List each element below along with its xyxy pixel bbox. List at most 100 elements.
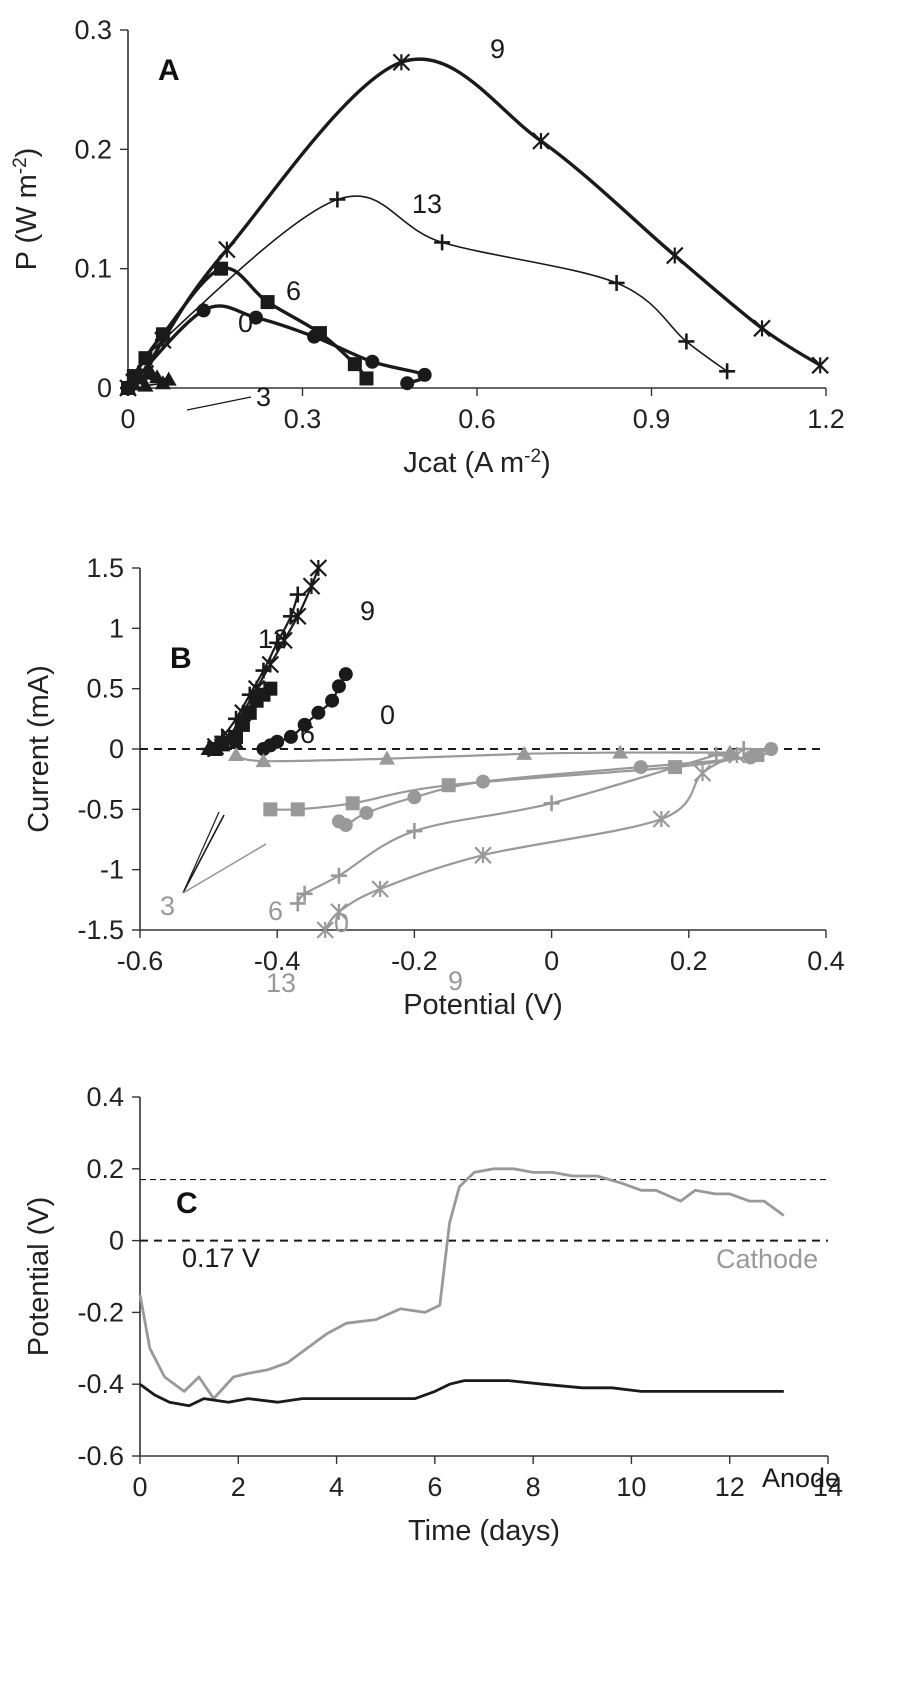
pointer-b-3-black-2 (182, 811, 220, 894)
x-tick-label: 0.2 (670, 946, 708, 976)
point-13 (708, 747, 725, 764)
pointer-a-3 (186, 396, 252, 411)
panel-b: -0.6 -0.4 -0.2 0 0.2 0.4 -1.5 -1 -0.5 0 0.5 1 1.5 Pot… (23, 553, 845, 1021)
point-3 (137, 377, 154, 392)
point-0 (417, 367, 432, 382)
point-0 (331, 814, 346, 829)
point-6 (242, 705, 257, 720)
y-tick-label: 0 (109, 1226, 124, 1256)
point-13 (434, 234, 451, 251)
label-b-3: 3 (160, 891, 175, 921)
point-6 (263, 802, 278, 817)
y-tick-label: 0 (109, 734, 124, 764)
point-13 (406, 823, 423, 840)
x-tick-label: 0 (544, 946, 559, 976)
x-tick-label: 12 (715, 1472, 745, 1502)
point-9 (302, 577, 321, 595)
label-c-anode: Anode (762, 1463, 840, 1493)
point-0 (270, 734, 285, 749)
point-13 (296, 885, 313, 902)
point-0 (743, 750, 758, 765)
point-3 (200, 741, 217, 755)
point-9 (665, 246, 684, 265)
label-c-cathode: Cathode (716, 1244, 818, 1274)
x-tick-label: -0.6 (117, 946, 164, 976)
series-line-9-0 (126, 57, 822, 390)
point-13 (608, 274, 625, 291)
point-3 (214, 737, 231, 752)
point-9 (316, 921, 334, 939)
panel-letter-c: C (176, 1187, 198, 1220)
point-6 (260, 295, 275, 310)
point-3 (255, 753, 272, 768)
y-tick-label: 0.5 (86, 674, 124, 704)
label-b-6-gray: 6 (268, 896, 283, 926)
point-13 (330, 867, 347, 884)
label-b-9-gray: 9 (448, 966, 463, 996)
point-0 (338, 667, 353, 682)
x-tick-label: 4 (329, 1472, 344, 1502)
point-3 (228, 734, 245, 749)
label-b-0: 0 (380, 700, 395, 730)
y-tick-label: 0.2 (74, 134, 112, 164)
series-line-13-1 (127, 195, 728, 389)
x-axis-label: Time (days) (408, 1515, 560, 1547)
label-a-9: 9 (490, 34, 505, 64)
x-tick-label: -0.4 (254, 946, 301, 976)
label-b-13: 13 (258, 624, 288, 654)
point-0 (283, 729, 298, 744)
point-0 (400, 376, 415, 391)
panel-a: 0 0.3 0.6 0.9 1.2 0 0.1 0.2 0.3 Jcat (A m-2) P (W … (10, 15, 845, 479)
point-13 (255, 662, 272, 679)
point-6 (359, 371, 374, 386)
y-tick-label: 0.1 (74, 254, 112, 284)
series-line-13-8 (296, 747, 744, 905)
y-axis-label: Current (mA) (23, 665, 55, 833)
x-tick-label: -0.2 (391, 946, 438, 976)
y-tick-label: -0.2 (77, 1297, 124, 1327)
x-tick-label: 0.3 (284, 404, 322, 434)
y-tick-label: 0.4 (86, 1082, 124, 1112)
panel-letter-a: A (158, 54, 180, 87)
point-13 (543, 795, 560, 812)
point-6 (345, 796, 360, 811)
panel-letter-b: B (170, 642, 192, 675)
point-6 (290, 802, 305, 817)
point-0 (331, 679, 346, 694)
point-0 (297, 717, 312, 732)
point-0 (307, 329, 322, 344)
x-tick-label: 0.4 (807, 946, 845, 976)
y-tick-label: -1 (100, 855, 124, 885)
x-tick-label: 0.9 (633, 404, 671, 434)
label-b-0-gray: 0 (334, 908, 349, 938)
point-0 (476, 774, 490, 789)
point-9 (218, 240, 236, 259)
y-tick-label: 1 (109, 613, 124, 643)
y-tick-label: 0 (97, 373, 112, 403)
x-tick-label: 6 (427, 1472, 442, 1502)
point-0 (365, 354, 380, 369)
point-6 (263, 681, 278, 696)
y-tick-label: 0.2 (86, 1154, 124, 1184)
x-tick-label: 0 (132, 1472, 147, 1502)
y-axis-label: Potential (V) (23, 1197, 55, 1357)
label-b-6: 6 (300, 719, 315, 749)
series-line-Anode-1 (139, 1379, 784, 1408)
point-9 (371, 880, 389, 898)
point-9 (474, 846, 492, 864)
x-axis-label: Jcat (A m-2) (403, 446, 550, 480)
point-6 (214, 261, 229, 276)
x-tick-label: 0 (120, 404, 135, 434)
pointer-b-3-gray (182, 843, 267, 894)
x-tick-label: 10 (616, 1472, 646, 1502)
x-tick-label: 1.2 (807, 404, 845, 434)
pointer-b-3-black (182, 814, 225, 894)
point-9 (693, 764, 712, 782)
x-axis-label: Potential (V) (403, 989, 563, 1021)
point-0 (359, 805, 374, 820)
label-a-13: 13 (412, 189, 442, 219)
series-line-13-1 (207, 594, 299, 750)
point-9 (309, 559, 328, 577)
point-9 (728, 746, 746, 764)
